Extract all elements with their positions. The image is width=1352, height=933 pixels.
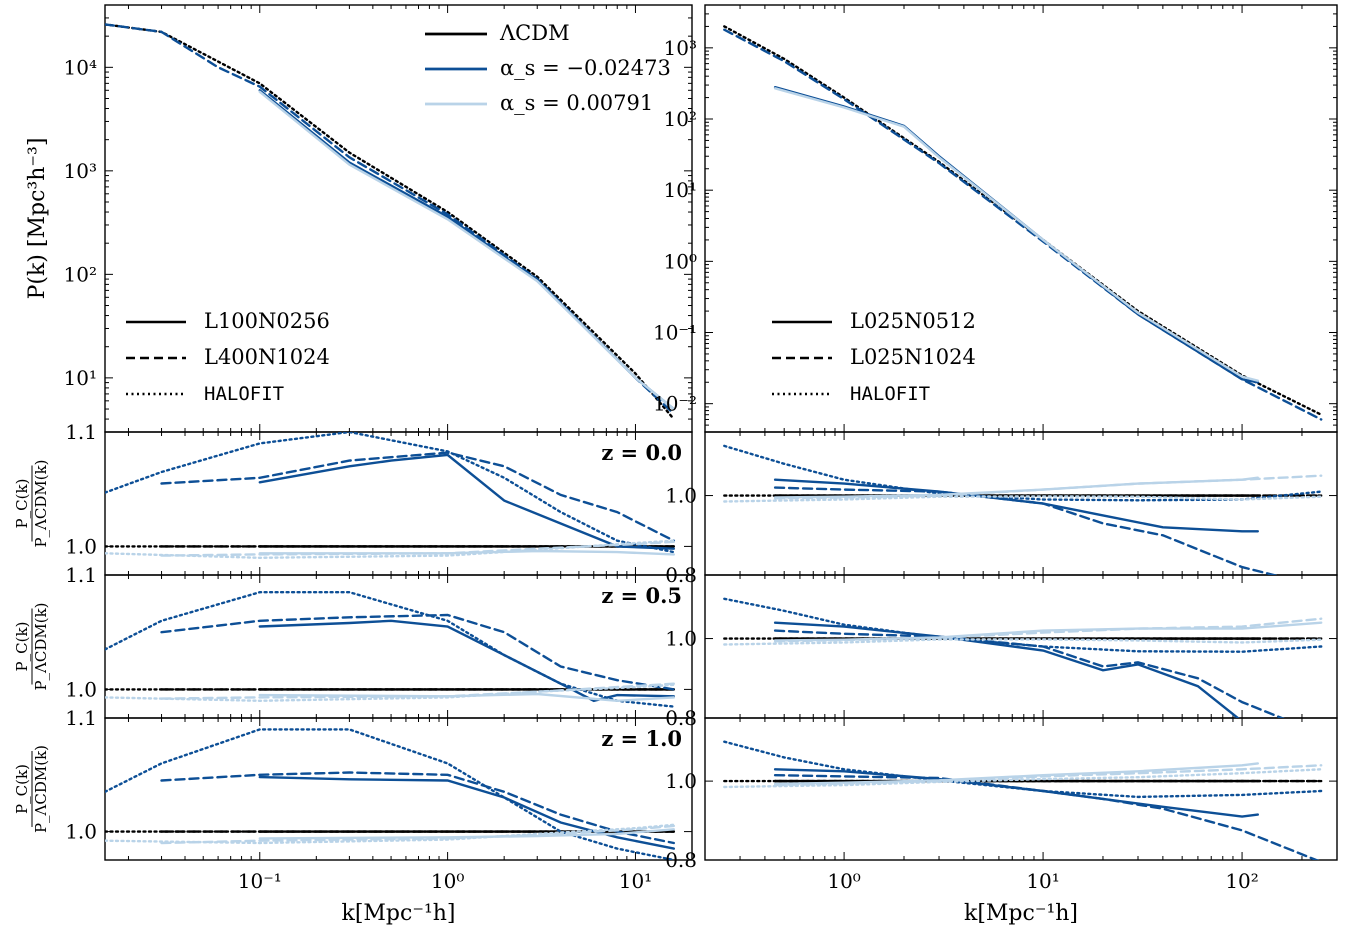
y-tick-label: 1.1 xyxy=(65,420,97,444)
x-tick-label: 10⁰ xyxy=(431,869,464,893)
right-ratio-panel-2 xyxy=(704,717,1338,861)
ratio-ylabel: P_C(k) P_ΛCDM(k) xyxy=(13,602,50,690)
legend-label-lcdm: ΛCDM xyxy=(499,21,570,45)
redshift-label: z = 0.0 xyxy=(601,440,682,465)
ratio-curve-neg-solid xyxy=(773,478,1259,533)
ratio-ylabel-num: P_C(k) xyxy=(13,622,31,672)
y-tick-label: 10⁴ xyxy=(64,55,97,79)
y-tick-label: 10³ xyxy=(664,36,697,60)
y-tick-label: 0.8 xyxy=(665,563,697,587)
ratio-curve-neg-solid xyxy=(258,775,675,850)
ratio-curve-pos-dotted xyxy=(723,495,1323,503)
ratio-ylabel: P_C(k) P_ΛCDM(k) xyxy=(13,745,50,833)
legend-label-right-2: HALOFIT xyxy=(850,383,930,405)
ratio-curve-neg-dotted xyxy=(105,728,675,860)
ratio-ylabel-den: P_ΛCDM(k) xyxy=(32,459,50,547)
ratio-curve-pos-solid xyxy=(258,828,675,840)
legend-label-pos: α_s = 0.00791 xyxy=(500,91,653,115)
data-curves xyxy=(105,23,1323,860)
y-tick-label: 1.0 xyxy=(665,484,697,508)
y-tick-label: 1.0 xyxy=(65,820,97,844)
y-tick-label: 10¹ xyxy=(64,366,97,390)
x-axis-label-left: k[Mpc⁻¹h] xyxy=(341,901,455,926)
redshift-label: z = 1.0 xyxy=(601,726,682,751)
y-tick-label: 0.8 xyxy=(665,848,697,872)
ratio-curve-neg-dashed xyxy=(160,771,675,845)
y-axis-label: P(k) [Mpc³h⁻³] xyxy=(25,138,50,300)
y-tick-label: 10⁻² xyxy=(653,392,697,416)
pk-curve-pos-solid xyxy=(773,87,1259,382)
x-tick-label: 10⁻¹ xyxy=(238,869,282,893)
ratio-ylabel-den: P_ΛCDM(k) xyxy=(32,602,50,690)
pk-curve-lcdm-dotted xyxy=(105,23,675,421)
ratio-curve-neg-dotted xyxy=(723,444,1323,502)
ratio-curve-neg-dotted xyxy=(105,591,675,708)
redshift-label: z = 0.5 xyxy=(601,583,682,608)
x-tick-label: 10⁰ xyxy=(827,869,860,893)
ratio-curve-neg-solid xyxy=(773,768,1259,818)
y-tick-label: 1.1 xyxy=(65,563,97,587)
y-tick-label: 10⁰ xyxy=(664,249,697,273)
ratio-curve-neg-dashed xyxy=(773,629,1285,718)
left-ratio-panel-2 xyxy=(104,717,693,861)
ratio-curve-neg-solid xyxy=(773,621,1240,718)
ratio-curve-pos-solid xyxy=(258,549,675,556)
x-tick-label: 10² xyxy=(1225,869,1258,893)
ratio-ylabel-den: P_ΛCDM(k) xyxy=(32,745,50,833)
ratio-curve-neg-dashed xyxy=(160,613,675,691)
y-tick-label: 10¹ xyxy=(664,178,697,202)
y-tick-label: 10⁻¹ xyxy=(653,321,697,345)
y-tick-label: 1.0 xyxy=(665,769,697,793)
ratio-curve-neg-dashed xyxy=(773,774,1320,860)
right-pk-panel xyxy=(704,4,1338,433)
ratio-curve-neg-solid xyxy=(258,619,675,703)
right-ratio-panel-0 xyxy=(704,431,1338,576)
ratio-curve-pos-solid xyxy=(258,692,675,703)
ratio-curve-neg-solid xyxy=(258,453,675,550)
y-tick-label: 1.0 xyxy=(65,677,97,701)
legend-label-neg: α_s = −0.02473 xyxy=(500,56,671,80)
legend-label-right-1: L025N1024 xyxy=(850,345,976,369)
pk-curve-neg-dashed xyxy=(105,23,675,415)
axes-frames xyxy=(104,4,1338,861)
y-tick-label: 1.0 xyxy=(665,627,697,651)
ratio-curve-pos-solid xyxy=(773,476,1259,499)
ratio-ylabel-num: P_C(k) xyxy=(13,764,31,814)
x-axis-label-right: k[Mpc⁻¹h] xyxy=(964,901,1078,926)
pk-curve-lcdm-dotted xyxy=(723,25,1323,416)
y-tick-label: 10² xyxy=(64,262,97,286)
y-tick-label: 10³ xyxy=(64,159,97,183)
ratio-ylabel: P_C(k) P_ΛCDM(k) xyxy=(13,459,50,547)
ratio-ylabel-num: P_C(k) xyxy=(13,479,31,529)
y-axis-label-group: P(k) [Mpc³h⁻³] xyxy=(25,138,50,300)
y-tick-label: 10² xyxy=(664,107,697,131)
ratio-curve-neg-dashed xyxy=(160,451,675,542)
y-tick-label: 1.1 xyxy=(65,706,97,730)
ratio-curve-pos-dotted xyxy=(723,638,1323,646)
pk-curve-neg-solid xyxy=(773,86,1259,384)
ratio-curve-pos-dotted xyxy=(723,768,1323,789)
ratio-curve-pos-solid xyxy=(773,621,1323,642)
ratio-curve-neg-dashed xyxy=(773,486,1279,575)
x-tick-label: 10¹ xyxy=(619,869,652,893)
y-tick-label: 1.0 xyxy=(65,534,97,558)
ratio-curve-pos-solid xyxy=(773,762,1259,786)
legend-label-left-0: L100N0256 xyxy=(204,309,330,333)
pk-curve-pos-solid xyxy=(258,90,675,411)
legend-label-left-1: L400N1024 xyxy=(204,345,330,369)
legend-label-left-2: HALOFIT xyxy=(204,383,284,405)
y-tick-label: 0.8 xyxy=(665,706,697,730)
legend-label-right-0: L025N0512 xyxy=(850,309,976,333)
x-tick-label: 10¹ xyxy=(1026,869,1059,893)
